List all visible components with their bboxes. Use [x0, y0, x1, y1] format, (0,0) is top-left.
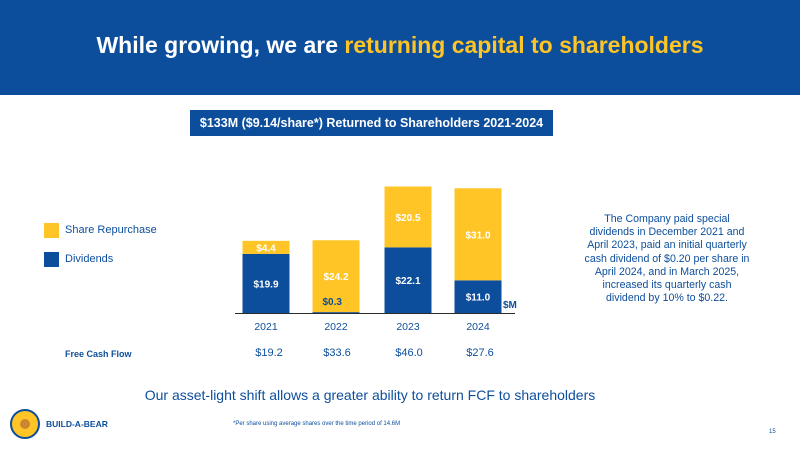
legend-item-dividends: Dividends	[44, 251, 157, 267]
header-banner	[0, 0, 800, 95]
fcf-value-2024: $27.6	[466, 347, 494, 359]
bar-dividends-2023	[384, 247, 432, 313]
label-dividends-2022: $0.3	[323, 297, 343, 308]
fcf-value-2021: $19.2	[255, 347, 283, 359]
title-prefix: While growing, we are	[96, 32, 345, 58]
bar-repurchase-2024	[454, 188, 502, 281]
legend-item-repurchase: Share Repurchase	[44, 222, 157, 238]
label-repurchase-2021: $4.4	[256, 243, 276, 254]
bar-repurchase-2021	[242, 240, 290, 254]
label-dividends-2024: $11.0	[466, 293, 491, 304]
legend-label-dividends: Dividends	[65, 253, 114, 265]
bar-repurchase-2022	[312, 240, 360, 313]
x-tick-label-2023: 2023	[396, 321, 420, 333]
legend-swatch-dividends	[44, 251, 59, 267]
title-highlight: returning capital to shareholders	[344, 32, 704, 58]
page-number: 15	[769, 429, 776, 435]
bar-dividends-2021	[242, 253, 290, 313]
label-dividends-2023: $22.1	[395, 276, 420, 287]
tagline: Our asset-light shift allows a greater a…	[144, 387, 596, 403]
dividend-note: The Company paid special dividends in De…	[584, 213, 750, 305]
fcf-label: Free Cash Flow	[65, 349, 132, 359]
label-repurchase-2024: $31.0	[465, 230, 490, 241]
footnote: *Per share using average shares over the…	[233, 421, 401, 427]
x-tick-label-2024: 2024	[466, 321, 490, 333]
x-tick-label-2021: 2021	[254, 321, 278, 333]
chart-subtitle: $133M ($9.14/share*) Returned to Shareho…	[190, 110, 553, 136]
fcf-value-2022: $33.6	[323, 347, 351, 359]
label-repurchase-2022: $24.2	[323, 272, 348, 283]
unit-label: $M	[503, 300, 517, 311]
legend-swatch-repurchase	[44, 222, 59, 238]
brand-logo: BUILD-A-BEAR	[10, 409, 108, 439]
logo-text: BUILD-A-BEAR	[46, 419, 108, 429]
x-tick-label-2022: 2022	[324, 321, 348, 333]
bear-logo-icon	[10, 409, 40, 439]
bar-repurchase-2023	[384, 186, 432, 248]
legend-label-repurchase: Share Repurchase	[65, 224, 157, 236]
bar-dividends-2024	[454, 280, 502, 313]
label-repurchase-2023: $20.5	[395, 213, 420, 224]
bar-dividends-2022	[312, 312, 360, 313]
chart-legend: Share Repurchase Dividends	[44, 222, 157, 280]
label-dividends-2021: $19.9	[253, 279, 278, 290]
fcf-value-2023: $46.0	[395, 347, 423, 359]
page-title: While growing, we are returning capital …	[0, 32, 800, 59]
